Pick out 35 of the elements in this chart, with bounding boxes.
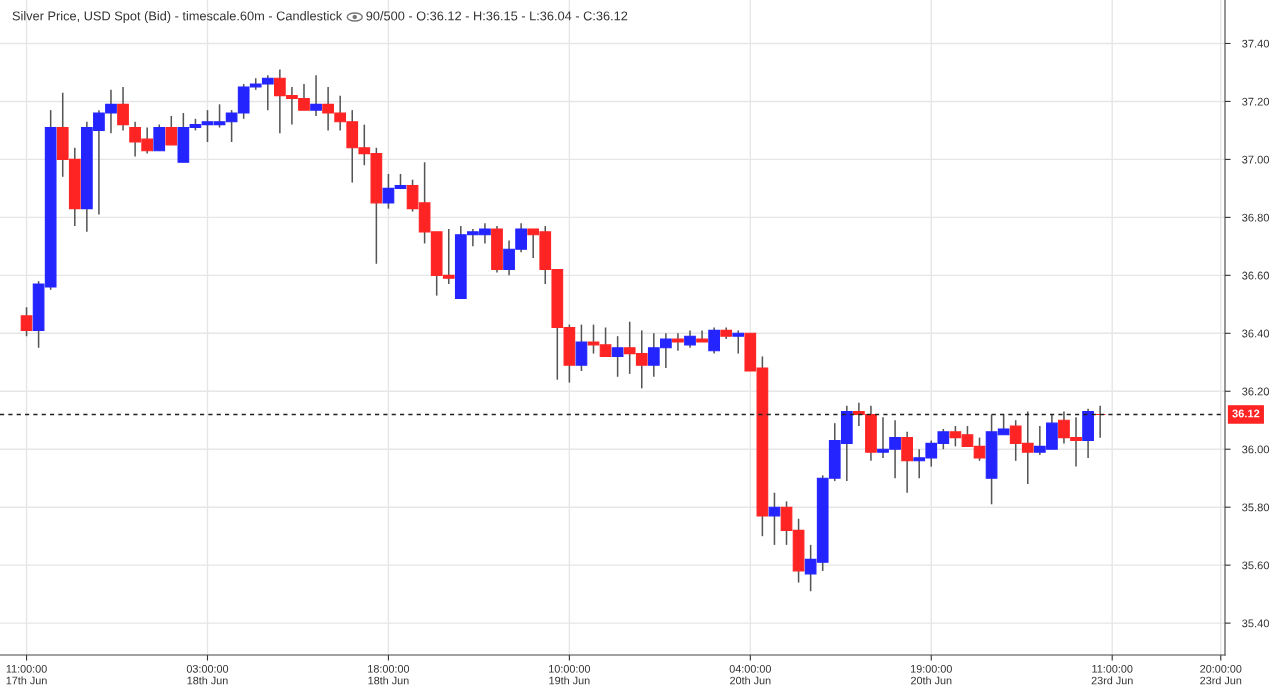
y-tick-label: 35.40 (1242, 619, 1270, 628)
candlestick (20, 306, 33, 337)
x-tick-label: 11:00:00 23rd Jun (1091, 665, 1133, 685)
candlestick (672, 332, 684, 352)
y-tick-label: 36.60 (1242, 271, 1270, 280)
x-tick-label: 04:00:00 20th Jun (729, 665, 771, 685)
y-tick-label: 35.60 (1242, 561, 1270, 570)
candlestick (310, 74, 322, 117)
y-tick-label: 37.00 (1242, 155, 1270, 164)
candlestick (708, 326, 720, 355)
y-tick-label: 37.40 (1242, 39, 1270, 48)
y-tick-label: 36.20 (1242, 387, 1270, 396)
candlestick (901, 431, 914, 494)
x-tick-label: 20:00:00 23rd Jun (1200, 665, 1242, 685)
candlestick (153, 123, 166, 152)
x-tick-label: 03:00:00 18th Jun (186, 665, 229, 685)
text: 90/500 - O:36.12 - H:36.15 - L:36.04 - C:36.12 (366, 11, 628, 21)
y-tick-label: 36.00 (1242, 445, 1270, 454)
x-tick-label: 19:00:00 20th Jun (911, 665, 952, 685)
candlestick (117, 86, 129, 132)
candlestick (165, 115, 178, 146)
ref-line-label: 36.12 (1232, 409, 1260, 418)
x-tick-label: 10:00:00 19th Jun (549, 665, 591, 685)
text: Silver Price, USD Spot (Bid) - timescale.60m - Candlestick (12, 11, 343, 23)
candlestick (1094, 404, 1107, 439)
candlestick (575, 323, 588, 372)
y-tick-label: 36.40 (1242, 329, 1270, 338)
y-tick-label: 35.80 (1242, 503, 1270, 512)
candlestick (732, 329, 745, 355)
y-tick-label: 36.80 (1242, 213, 1270, 222)
candlestick (611, 335, 624, 378)
candlestick (768, 491, 781, 546)
y-tick-label: 37.20 (1242, 97, 1270, 106)
x-tick-label: 18:00:00 18th Jun (368, 665, 410, 685)
x-tick-label: 11:00:00 17th Jun (6, 665, 47, 685)
